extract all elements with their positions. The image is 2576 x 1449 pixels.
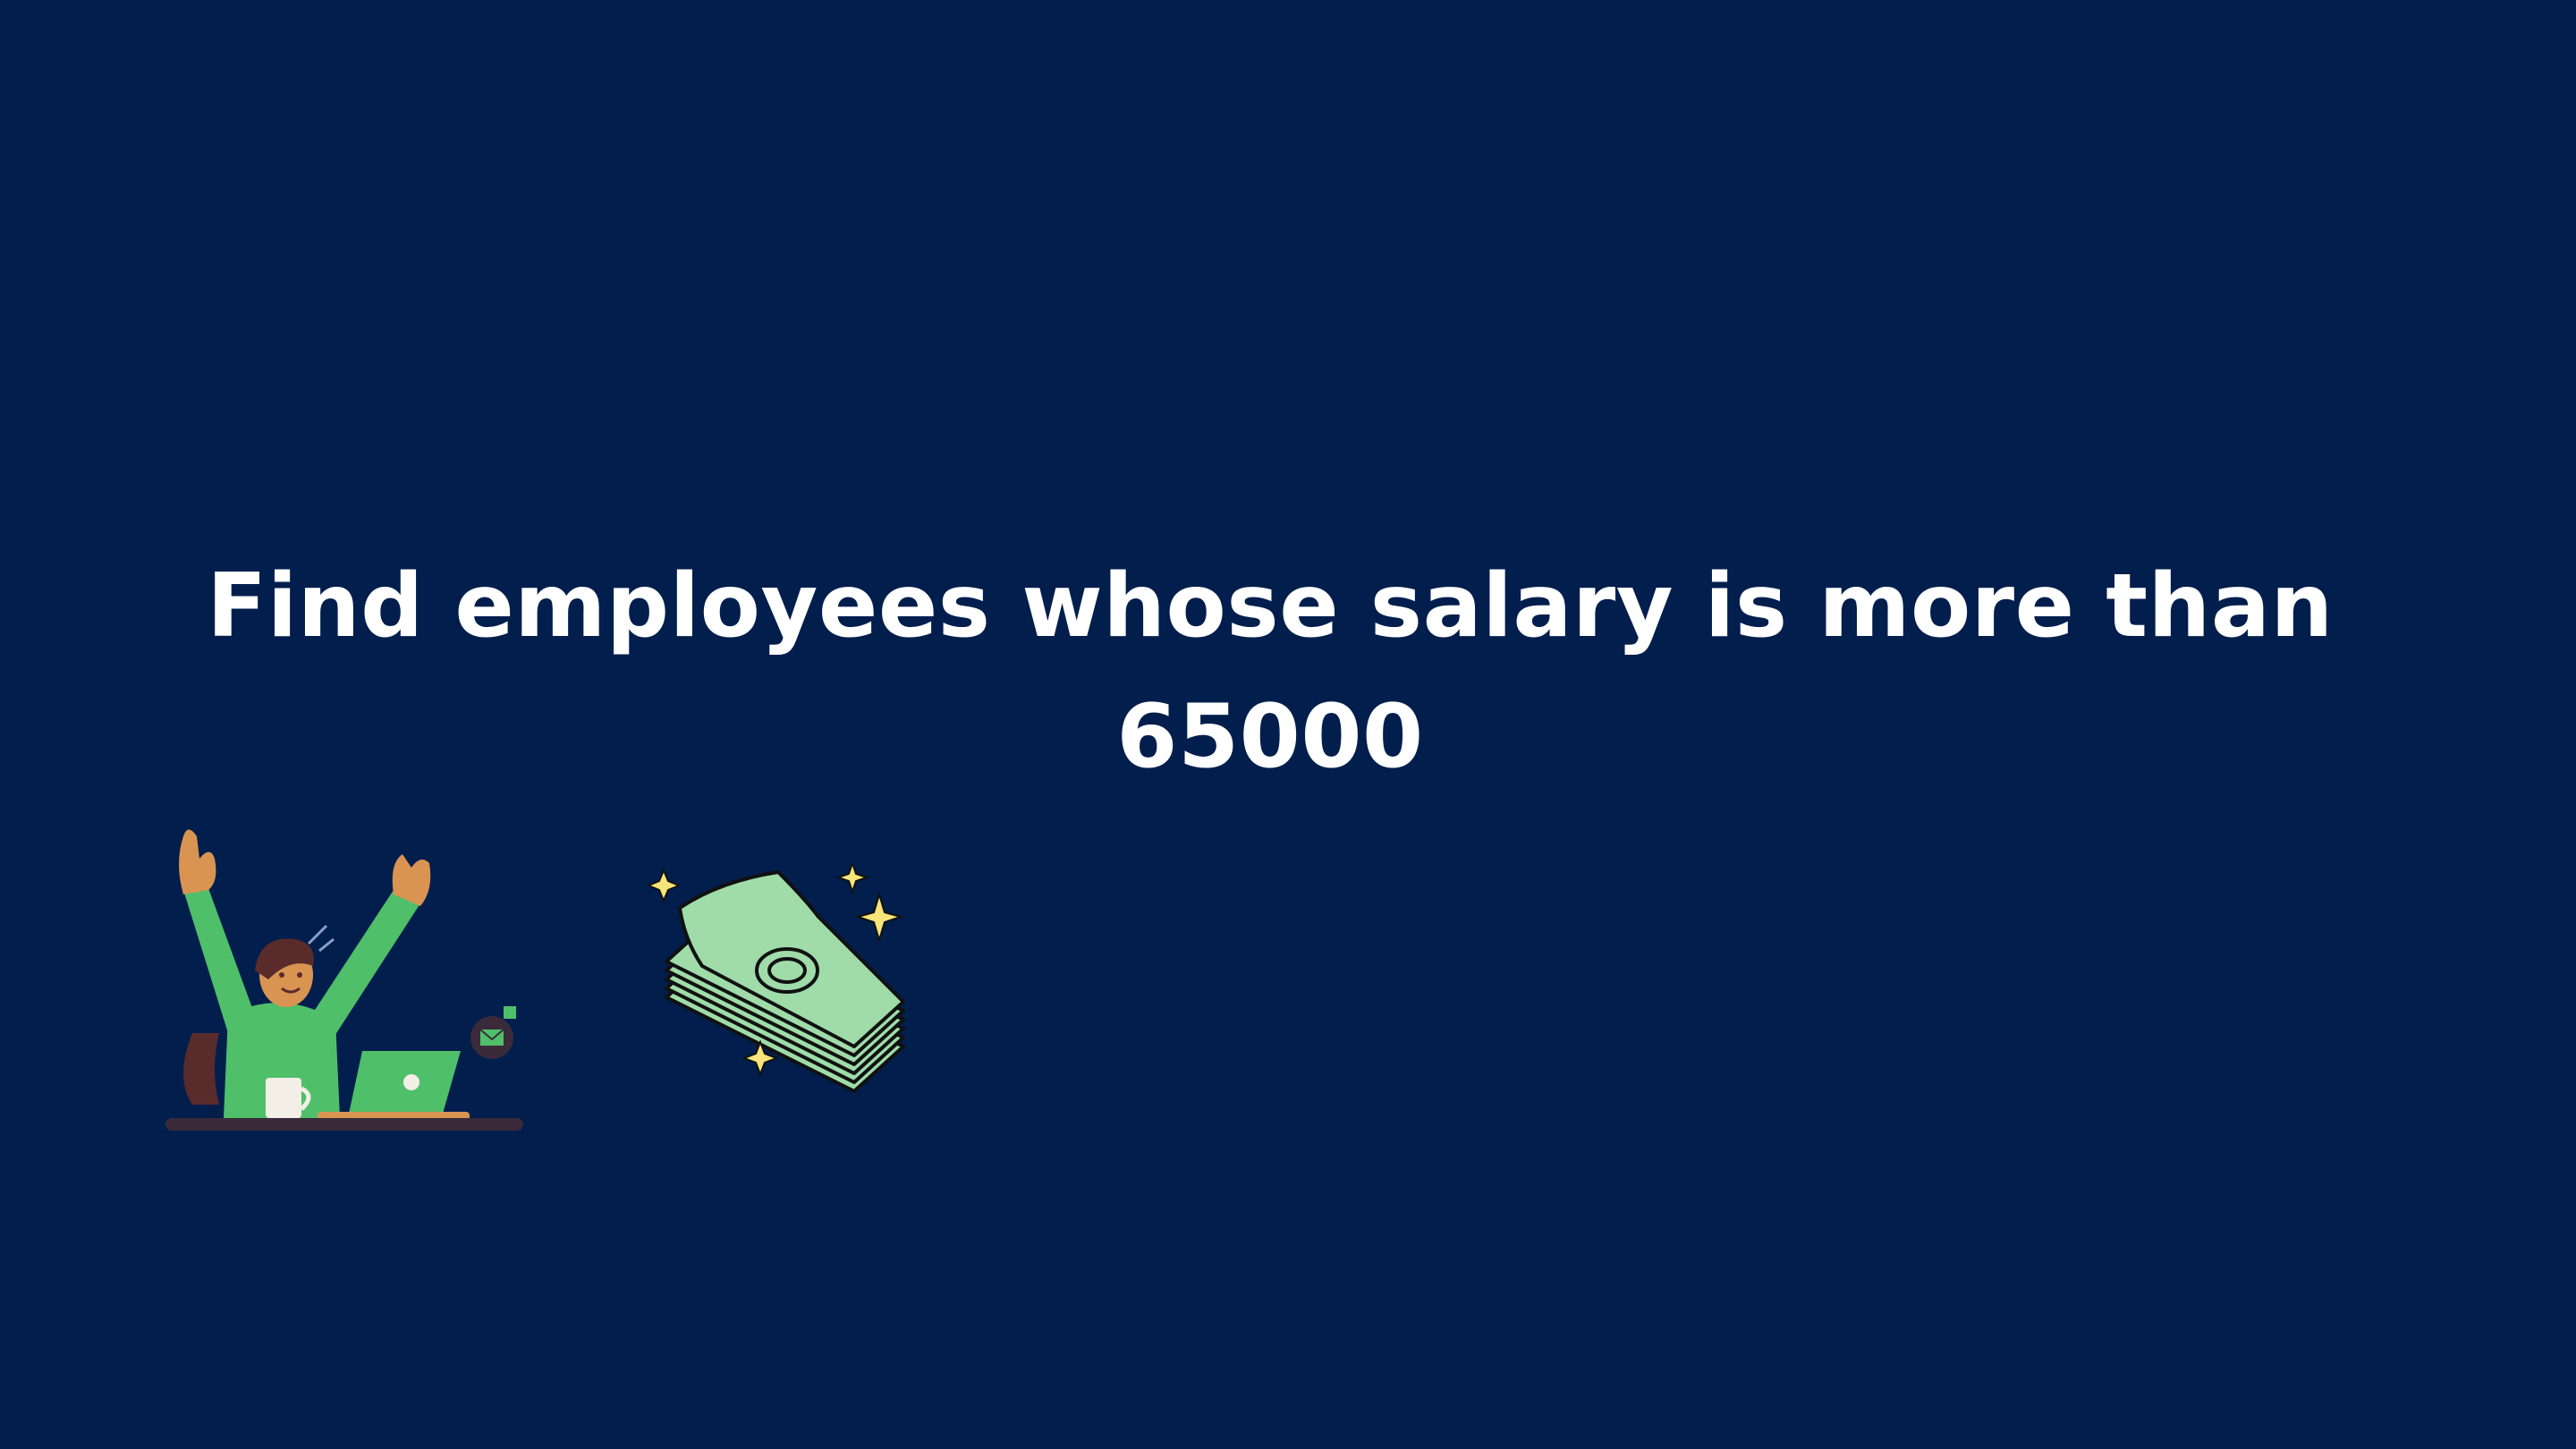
celebrating-person-illustration (165, 829, 523, 1131)
money-stack-illustration (648, 863, 905, 1093)
title-line-2: 65000 (1116, 686, 1424, 788)
title-line-1: Find employees whose salary is more than (207, 555, 2334, 657)
slide-title: Find employees whose salary is more than… (179, 541, 2361, 802)
